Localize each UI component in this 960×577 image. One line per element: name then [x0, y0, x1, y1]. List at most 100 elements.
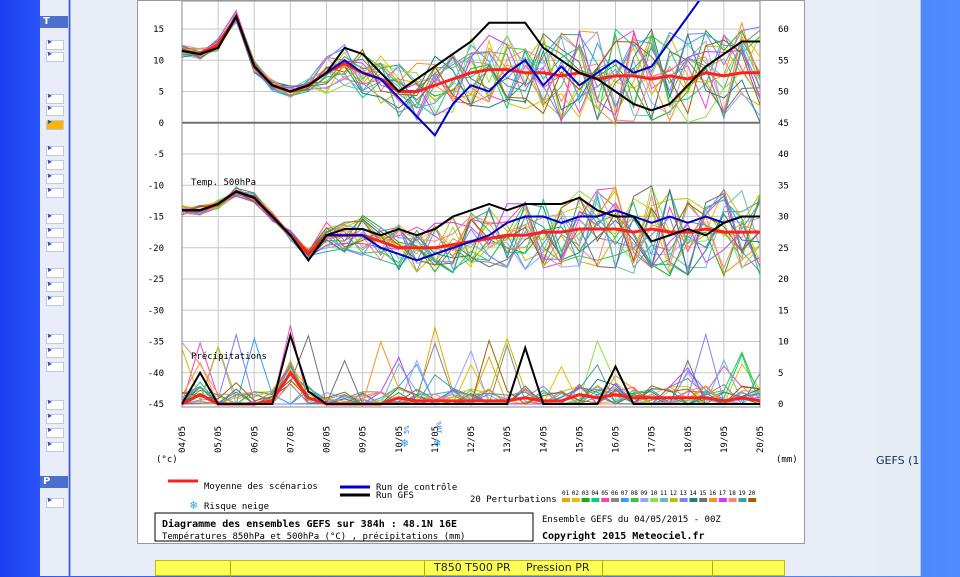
sidebar-item[interactable] [46, 293, 64, 306]
perturb-number: 11 [660, 490, 668, 497]
sidebar-item[interactable] [46, 185, 64, 198]
y-left-tick-label: -25 [148, 275, 164, 285]
sidebar-item[interactable] [46, 143, 64, 156]
perturb-swatch [689, 498, 698, 502]
gfs-run-line [182, 190, 760, 263]
y-left-tick-label: -45 [148, 400, 164, 410]
y-right-tick-label: 10 [778, 338, 789, 348]
perturb-swatch [718, 498, 727, 502]
sidebar-item[interactable] [46, 359, 64, 372]
y-right-tick-label: 20 [778, 275, 789, 285]
ensemble-chart: 15 60 10 55 5 50 0 45 -5 40 -10 35 -15 30 -20 25 -25 20 -3… [137, 0, 805, 544]
legend-mean: Moyenne des scénarios [204, 481, 318, 492]
plot-frame [181, 1, 761, 408]
sidebar-item[interactable] [46, 239, 64, 252]
sidebar-item[interactable] [46, 425, 64, 438]
sidebar-item[interactable] [46, 171, 64, 184]
sidebar-item[interactable] [46, 91, 64, 104]
y-left-tick-label: -5 [153, 150, 164, 160]
perturb-swatch [748, 498, 757, 502]
sidebar-item[interactable] [46, 279, 64, 292]
perturb-number: 10 [650, 490, 658, 497]
gfs-run-line [181, 331, 760, 405]
y-left-tick-label: 10 [153, 56, 164, 66]
snow-marker-label: 5% [403, 425, 411, 434]
y-left-tick-label: -15 [148, 213, 164, 223]
sidebar-item[interactable] [46, 37, 64, 50]
sidebar-item[interactable] [46, 49, 64, 62]
x-tick-label: 19/05 [720, 426, 730, 453]
y-left-tick-label: -20 [148, 244, 164, 254]
x-tick-label: 13/05 [503, 426, 513, 453]
perturb-number: 12 [670, 490, 678, 497]
y-left-tick-label: -40 [148, 369, 164, 379]
table-header-cell: T850 T500 PR [434, 561, 511, 574]
x-tick-label: 05/05 [214, 426, 224, 453]
x-tick-label: 17/05 [648, 426, 658, 453]
sidebar-item[interactable] [46, 265, 64, 278]
snow-marker-icon: ❄ [401, 436, 408, 450]
perturb-number: 05 [601, 490, 609, 497]
y-left-tick-label: -30 [148, 306, 164, 316]
y-right-tick-label: 5 [778, 369, 783, 379]
perturb-number: 16 [709, 490, 717, 497]
perturb-swatch [660, 498, 668, 502]
x-tick-label: 09/05 [359, 426, 369, 453]
legend-snow: Risque neige [204, 502, 269, 512]
sidebar-item-active[interactable] [46, 117, 64, 130]
y-left-tick-label: -35 [148, 338, 164, 348]
x-tick-label: 16/05 [612, 426, 622, 453]
perturb-number: 03 [582, 490, 590, 497]
sidebar-item[interactable] [46, 495, 64, 508]
y-right-unit: (mm) [776, 455, 798, 465]
y-left-tick-label: 5 [159, 88, 164, 98]
sidebar-item[interactable] [46, 345, 64, 358]
y-right-tick-label: 55 [778, 56, 789, 66]
sidebar-item[interactable] [46, 331, 64, 344]
perturb-number: 02 [572, 490, 580, 497]
y-right-tick-label: 60 [778, 25, 789, 35]
x-tick-label: 07/05 [286, 426, 296, 453]
perturb-swatch [640, 498, 649, 502]
perturb-number: 06 [611, 490, 619, 497]
sidebar-item[interactable] [46, 411, 64, 424]
y-left-tick-label: 0 [159, 119, 164, 129]
y-left-tick-label: 15 [153, 25, 164, 35]
perturb-swatch [709, 498, 717, 502]
snow-marker-label: 10% [435, 421, 443, 434]
x-tick-label: 14/05 [539, 426, 549, 453]
perturb-swatch [611, 498, 619, 502]
sidebar-item[interactable] [46, 157, 64, 170]
copyright: Copyright 2015 Meteociel.fr [542, 530, 705, 542]
run-info: Ensemble GEFS du 04/05/2015 - 00Z [542, 515, 721, 525]
sidebar-item[interactable] [46, 397, 64, 410]
snow-icon: ❄ [190, 498, 197, 512]
perturb-number: 17 [719, 490, 727, 497]
sidebar-item[interactable] [46, 439, 64, 452]
perturb-swatch [669, 498, 678, 502]
model-table-header: T850 T500 PR Pression PR [155, 560, 785, 577]
sidebar-item[interactable] [46, 103, 64, 116]
x-tick-label: 04/05 [178, 426, 188, 453]
legend-gfs: Run GFS [376, 491, 414, 501]
x-tick-label: 10/05 [395, 426, 405, 453]
sidebar-section-header[interactable]: P [40, 476, 68, 488]
perturb-number: 09 [640, 490, 648, 497]
x-tick-label: 11/05 [431, 426, 441, 453]
perturb-number: 07 [621, 490, 629, 497]
perturbation-line [181, 186, 761, 278]
y-right-tick-label: 45 [778, 119, 789, 129]
sidebar-item[interactable] [46, 211, 64, 224]
perturb-number: 13 [680, 490, 688, 497]
x-tick-label: 18/05 [684, 426, 694, 453]
chart-subtitle: Températures 850hPa et 500hPa (°C) , pré… [162, 531, 465, 542]
perturb-swatch [601, 498, 610, 502]
perturb-number: 01 [562, 490, 570, 497]
sidebar-item[interactable] [46, 225, 64, 238]
perturb-swatch [679, 498, 688, 502]
mean-line [181, 370, 761, 406]
perturb-swatch [728, 498, 737, 502]
sidebar-section-header[interactable]: T [40, 16, 68, 28]
legend-perturb: 20 Perturbations [470, 495, 557, 505]
